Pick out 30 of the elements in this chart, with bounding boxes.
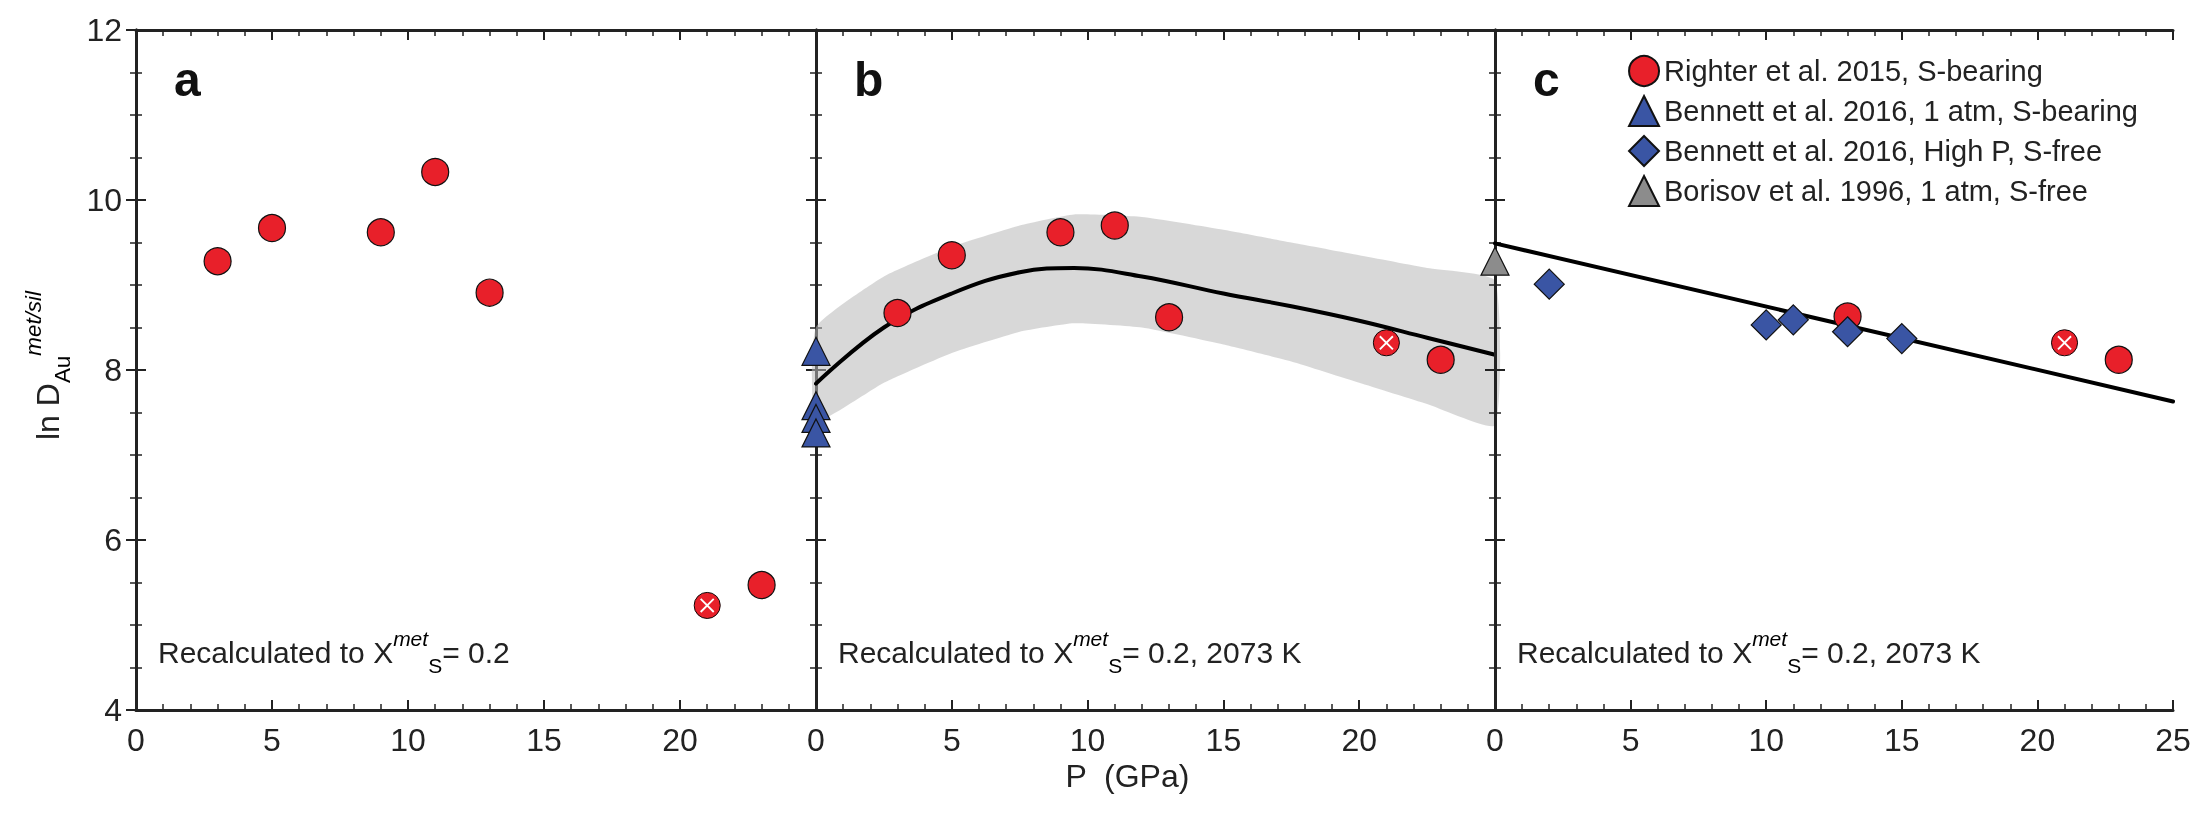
x-tick-label: 0 xyxy=(1486,722,1504,758)
y-tick-label: 10 xyxy=(86,182,122,218)
annotation: b xyxy=(854,52,884,106)
y-tick-label: 12 xyxy=(86,12,122,48)
x-tick-label: 20 xyxy=(1341,722,1377,758)
annotation: c xyxy=(1533,52,1560,106)
x-axis-title: P (GPa) xyxy=(1065,758,1190,794)
x-tick-label: 20 xyxy=(2019,722,2056,758)
x-tick-label: 10 xyxy=(390,722,426,758)
legend-label: Righter et al. 2015, S-bearing xyxy=(1664,55,2043,87)
x-tick-label: 0 xyxy=(127,722,145,758)
legend-label: Borisov et al. 1996, 1 atm, S-free xyxy=(1664,175,2088,207)
x-tick-label: 0 xyxy=(807,722,825,758)
x-tick-label: 20 xyxy=(662,722,698,758)
x-tick-label: 25 xyxy=(2155,722,2191,758)
annotation: a xyxy=(174,52,201,106)
x-tick-label: 5 xyxy=(1621,722,1640,758)
x-tick-label: 5 xyxy=(263,722,281,758)
x-tick-label: 15 xyxy=(1884,722,1920,758)
y-axis-title: ln DAumet/sil xyxy=(20,289,75,440)
y-tick-label: 4 xyxy=(104,692,122,728)
x-tick-label: 10 xyxy=(1748,722,1784,758)
x-tick-label: 10 xyxy=(1069,722,1106,758)
legend-label: Bennett et al. 2016, High P, S-free xyxy=(1664,135,2103,167)
legend-label: Bennett et al. 2016, 1 atm, S-bearing xyxy=(1664,95,2138,127)
x-tick-label: 5 xyxy=(942,722,961,758)
x-tick-label: 15 xyxy=(1205,722,1242,758)
y-tick-label: 8 xyxy=(104,352,122,388)
y-tick-label: 6 xyxy=(104,522,122,558)
x-tick-label: 15 xyxy=(526,722,562,758)
